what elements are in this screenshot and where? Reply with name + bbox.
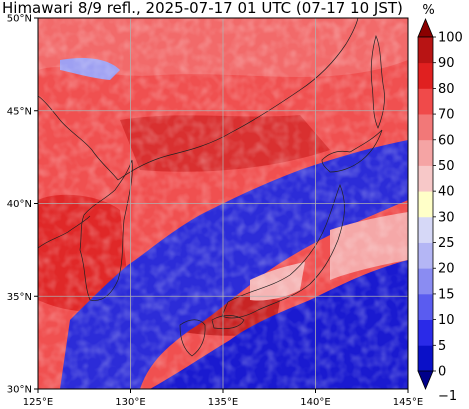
colorbar-segment xyxy=(418,242,433,269)
colorbar-segment xyxy=(418,268,433,295)
lon-tick-label: 130°E xyxy=(115,397,145,408)
colorbar-tick-label: 80 xyxy=(438,82,455,97)
colorbar-tick-label: 50 xyxy=(438,159,455,174)
colorbar-tick-label: 90 xyxy=(438,56,455,71)
coastline-hokkaido xyxy=(321,129,383,173)
colorbar-frame xyxy=(417,36,434,372)
colorbar: % −1 0 5 10 15 20 25 30 40 50 60 70 80 90 100 xyxy=(417,3,463,404)
colorbar-tick-label: 40 xyxy=(438,185,455,200)
colorbar-tick-label: 5 xyxy=(438,339,446,354)
colorbar-segment xyxy=(418,345,433,372)
coastline-sakhalin xyxy=(370,34,385,129)
coastline-shikoku xyxy=(211,315,245,330)
colorbar-extend-min xyxy=(417,370,434,391)
lat-tick-label: 50°N xyxy=(7,14,32,25)
colorbar-tick-label: 100 xyxy=(438,31,463,46)
colorbar-tick-label: 15 xyxy=(438,287,455,302)
colorbar-segment xyxy=(418,62,433,89)
border-china-korea xyxy=(38,95,119,181)
colorbar-segment xyxy=(418,139,433,166)
lon-tick-label: 145°E xyxy=(393,397,423,408)
coastline-honshu xyxy=(221,184,345,319)
coastline-korea xyxy=(79,159,133,301)
colorbar-segment xyxy=(418,216,433,243)
map-gridlines xyxy=(38,18,408,389)
colorbar-segment xyxy=(418,114,433,141)
axis-ticks: 125°E 130°E 135°E 140°E 145°E 30°N 35°N 40°N 45°… xyxy=(7,14,423,409)
coastline-kyushu xyxy=(179,319,206,357)
colorbar-tick-label: 0 xyxy=(438,365,446,380)
coastlines xyxy=(38,18,385,357)
colorbar-segment xyxy=(418,165,433,192)
colorbar-tick-label: 20 xyxy=(438,262,455,277)
lat-tick-label: 40°N xyxy=(7,199,32,210)
colorbar-segment xyxy=(418,293,433,321)
reflectance-field xyxy=(38,18,408,389)
colorbar-extend-max xyxy=(417,17,434,38)
colorbar-segment xyxy=(418,191,433,218)
coastline-mainland xyxy=(117,18,359,181)
colorbar-unit: % xyxy=(422,3,434,18)
lat-tick-label: 45°N xyxy=(7,106,32,117)
colorbar-segment xyxy=(418,88,433,115)
colorbar-tick-label: 60 xyxy=(438,133,455,148)
colorbar-tick-label: 70 xyxy=(438,108,455,123)
lon-tick-label: 140°E xyxy=(300,397,330,408)
lat-tick-label: 35°N xyxy=(7,292,32,303)
colorbar-segment xyxy=(418,37,433,64)
coastline-china-west xyxy=(38,215,91,249)
map-title: Himawari 8/9 refl., 2025-07-17 01 UTC (0… xyxy=(2,0,403,17)
colorbar-tick-label: 30 xyxy=(438,210,455,225)
lat-tick-label: 30°N xyxy=(7,385,32,396)
colorbar-tick-label: −1 xyxy=(438,389,457,404)
colorbar-tick-label: 10 xyxy=(438,313,455,328)
lon-tick-label: 135°E xyxy=(208,397,238,408)
lon-tick-label: 125°E xyxy=(23,397,53,408)
colorbar-segment xyxy=(418,319,433,346)
colorbar-tick-label: 25 xyxy=(438,236,455,251)
